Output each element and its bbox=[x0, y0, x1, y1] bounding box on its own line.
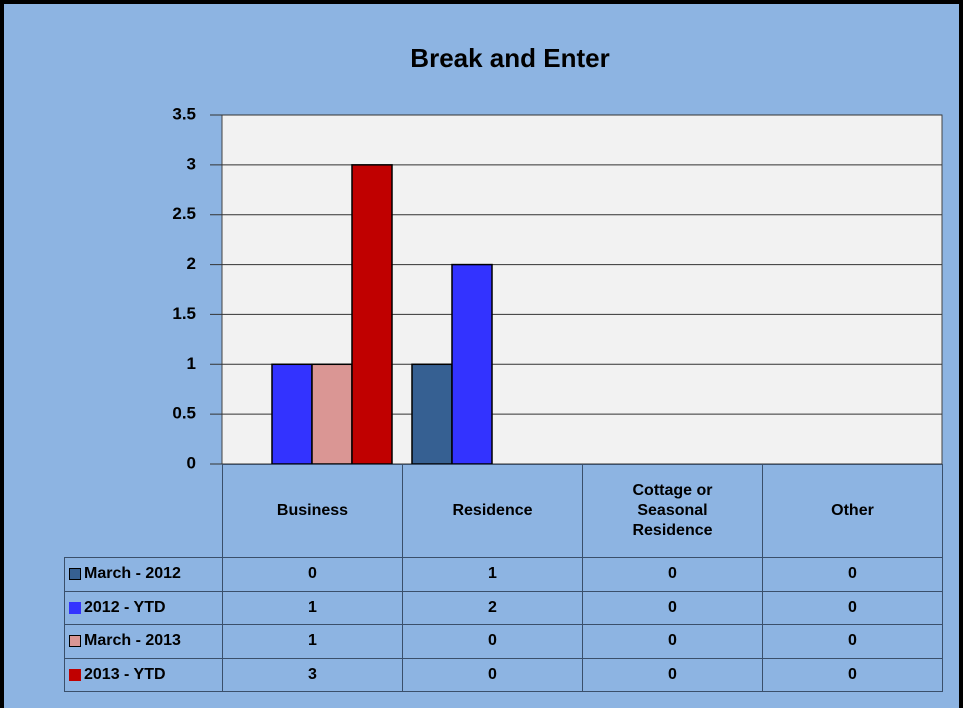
legend-cell: March - 2013 bbox=[64, 624, 223, 659]
category-header: Cottage or Seasonal Residence bbox=[582, 464, 763, 558]
y-tick-label: 3.5 bbox=[172, 104, 196, 123]
table-value: 0 bbox=[222, 557, 403, 592]
legend-label: 2012 - YTD bbox=[84, 598, 166, 616]
table-value: 1 bbox=[222, 624, 403, 659]
table-value: 0 bbox=[402, 657, 583, 692]
table-value: 0 bbox=[582, 657, 763, 692]
table-value: 0 bbox=[762, 657, 943, 692]
legend-label: March - 2012 bbox=[84, 565, 181, 583]
legend-key bbox=[69, 601, 81, 614]
category-header: Business bbox=[222, 464, 403, 558]
bar bbox=[411, 363, 453, 465]
table-value: 0 bbox=[762, 590, 943, 625]
y-tick-label: 0.5 bbox=[172, 404, 196, 423]
y-tick-label: 1.5 bbox=[172, 304, 196, 323]
legend-cell: 2013 - YTD bbox=[64, 657, 223, 692]
legend-cell: 2012 - YTD bbox=[64, 590, 223, 625]
y-tick-label: 1 bbox=[187, 354, 196, 373]
legend-cell: March - 2012 bbox=[64, 557, 223, 592]
bar bbox=[271, 363, 313, 465]
table-value: 2 bbox=[402, 590, 583, 625]
y-tick-label: 2 bbox=[187, 254, 196, 273]
table-value: 3 bbox=[222, 657, 403, 692]
table-value: 0 bbox=[582, 557, 763, 592]
bar bbox=[311, 363, 353, 465]
table-value: 1 bbox=[402, 557, 583, 592]
legend-label: 2013 - YTD bbox=[84, 665, 166, 683]
table-value: 0 bbox=[762, 557, 943, 592]
legend-label: March - 2013 bbox=[84, 632, 181, 650]
legend-key bbox=[69, 668, 81, 681]
table-value: 0 bbox=[762, 624, 943, 659]
bar bbox=[451, 263, 493, 465]
bar bbox=[351, 164, 393, 465]
category-header: Residence bbox=[402, 464, 583, 558]
y-tick-label: 2.5 bbox=[172, 204, 196, 223]
y-tick-label: 3 bbox=[187, 154, 196, 173]
legend-key bbox=[69, 568, 81, 581]
table-value: 0 bbox=[582, 590, 763, 625]
table-value: 0 bbox=[402, 624, 583, 659]
y-tick-label: 0 bbox=[187, 453, 196, 472]
chart-title: Break and Enter bbox=[410, 43, 609, 73]
table-value: 1 bbox=[222, 590, 403, 625]
legend-key bbox=[69, 635, 81, 648]
category-header: Other bbox=[762, 464, 943, 558]
table-value: 0 bbox=[582, 624, 763, 659]
